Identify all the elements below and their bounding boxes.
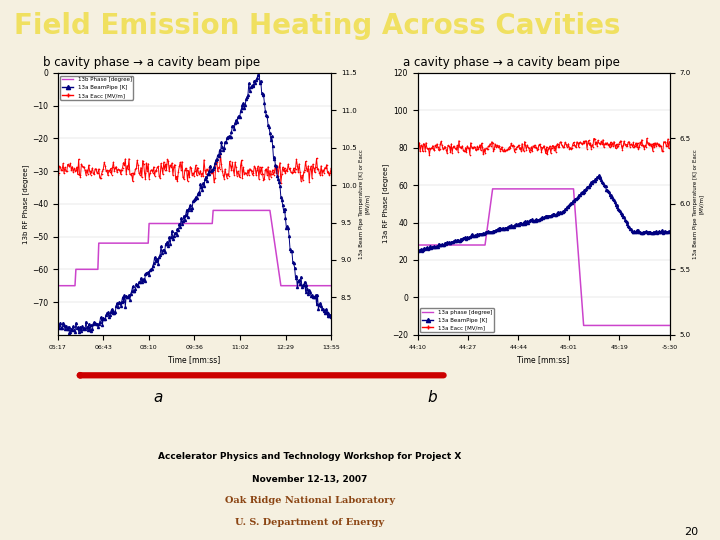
Text: Oak Ridge National Laboratory: Oak Ridge National Laboratory [225,496,395,505]
Text: b cavity phase → a cavity beam pipe: b cavity phase → a cavity beam pipe [43,56,261,69]
Legend: 13b Phase [degree], 13a BeamPipe [K], 13a Eacc [MV/m]: 13b Phase [degree], 13a BeamPipe [K], 13… [60,76,133,99]
Text: 20: 20 [684,526,698,537]
Text: b: b [427,390,437,406]
X-axis label: Time [mm:ss]: Time [mm:ss] [518,355,570,364]
Y-axis label: 13a Beam Pipe Temperature [K] or Eacc
[MV/m]: 13a Beam Pipe Temperature [K] or Eacc [M… [359,149,370,259]
Text: a cavity phase → a cavity beam pipe: a cavity phase → a cavity beam pipe [403,56,620,69]
Text: U. S. Department of Energy: U. S. Department of Energy [235,518,384,527]
Text: Accelerator Physics and Technology Workshop for Project X: Accelerator Physics and Technology Works… [158,452,462,461]
Text: November 12-13, 2007: November 12-13, 2007 [252,475,367,484]
Text: Field Emission Heating Across Cavities: Field Emission Heating Across Cavities [14,12,621,39]
Y-axis label: 13a RF Phase [degree]: 13a RF Phase [degree] [382,164,389,244]
Y-axis label: 13b RF Phase [degree]: 13b RF Phase [degree] [22,164,29,244]
Y-axis label: 13a Beam Pipe Temperature [K] or Eacc
[MV/m]: 13a Beam Pipe Temperature [K] or Eacc [M… [693,149,704,259]
Text: a: a [153,390,163,406]
X-axis label: Time [mm:ss]: Time [mm:ss] [168,355,220,364]
Legend: 13a phase [degree], 13a BeamPipe [K], 13a Eacc [MV/m]: 13a phase [degree], 13a BeamPipe [K], 13… [420,308,494,332]
